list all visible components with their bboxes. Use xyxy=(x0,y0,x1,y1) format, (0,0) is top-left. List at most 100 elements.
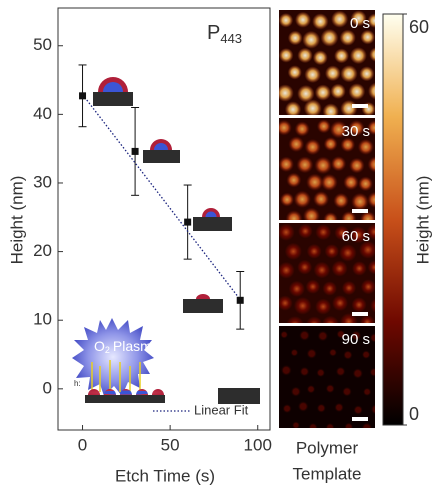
afm-spot xyxy=(279,84,294,102)
scale-bar xyxy=(352,312,368,316)
legend-label: Linear Fit xyxy=(194,402,249,417)
afm-spot xyxy=(367,120,375,136)
afm-spot xyxy=(322,281,337,296)
annotation: P443 xyxy=(207,22,242,46)
afm-spot xyxy=(323,212,338,220)
panel-caption: Polymer xyxy=(296,438,359,457)
afm-spot xyxy=(291,420,301,428)
afm-panel: 0 s xyxy=(279,10,375,115)
afm-spot xyxy=(316,368,326,378)
afm-spot xyxy=(279,156,295,173)
afm-spot xyxy=(341,386,353,397)
afm-spot xyxy=(352,404,364,416)
point xyxy=(131,147,139,155)
afm-spot xyxy=(321,315,339,323)
afm-spot xyxy=(282,403,293,414)
schematics xyxy=(93,77,260,404)
afm-spot xyxy=(340,99,358,115)
afm-spot xyxy=(340,137,356,153)
afm-spot xyxy=(306,347,318,360)
afm-spot xyxy=(303,99,322,115)
afm-spot xyxy=(302,207,321,220)
afm-spot xyxy=(316,403,327,414)
afm-spot xyxy=(284,242,302,260)
afm-spot xyxy=(335,366,346,377)
afm-spot xyxy=(351,297,367,313)
afm-spot xyxy=(279,192,295,207)
afm-spot xyxy=(370,298,375,313)
afm-spot xyxy=(323,136,338,152)
afm-spot xyxy=(369,47,375,62)
afm-spot xyxy=(367,156,375,173)
point xyxy=(236,296,244,304)
afm-panel: 30 s xyxy=(279,118,375,220)
afm-spot xyxy=(322,103,339,115)
afm-spot xyxy=(369,332,375,343)
afm-spot xyxy=(298,329,311,342)
x-tick-label: 100 xyxy=(244,435,272,454)
afm-spot xyxy=(341,280,357,296)
afm-panel: 90 s xyxy=(279,326,375,428)
afm-spot xyxy=(367,191,375,209)
afm-dots xyxy=(279,119,375,220)
colorbar-label: Height (nm) xyxy=(413,176,432,265)
x-tick-label: 0 xyxy=(78,435,87,454)
afm-spot xyxy=(313,191,330,208)
afm-spot xyxy=(297,400,310,413)
afm-spot xyxy=(324,244,340,259)
afm-spot xyxy=(298,223,313,239)
y-tick-label: 20 xyxy=(33,241,52,260)
scale-bar xyxy=(352,209,368,213)
afm-spot xyxy=(350,10,367,27)
plot-frame xyxy=(57,7,271,431)
afm-spot xyxy=(290,348,299,357)
afm-spot xyxy=(340,65,358,83)
afm-spot xyxy=(359,66,375,82)
afm-dots xyxy=(279,223,375,323)
afm-spot xyxy=(329,120,348,139)
afm-spot xyxy=(328,348,338,357)
afm-spot xyxy=(339,29,356,46)
afm-spot xyxy=(333,192,349,209)
afm-spot xyxy=(293,190,312,209)
afm-spot xyxy=(279,223,295,241)
afm-spot xyxy=(280,364,293,377)
afm-spot xyxy=(339,244,357,262)
afm-spot xyxy=(330,83,346,100)
afm-spot xyxy=(287,65,302,80)
afm-spot xyxy=(369,367,375,378)
afm-spot xyxy=(320,28,339,47)
afm-spot xyxy=(342,349,354,361)
afm-spot xyxy=(350,192,369,211)
afm-spot xyxy=(349,226,367,244)
afm-spot xyxy=(306,243,322,259)
afm-spot xyxy=(286,316,304,323)
afm-spot xyxy=(297,47,313,64)
afm-spot xyxy=(370,403,375,416)
afm-spot xyxy=(279,13,294,28)
afm-spot xyxy=(302,30,321,49)
afm-spot xyxy=(330,156,347,172)
afm-spot xyxy=(316,119,331,134)
afm-spot xyxy=(333,402,345,413)
afm-spot xyxy=(312,13,329,30)
scale-bar xyxy=(352,417,368,421)
colorbar xyxy=(382,13,404,426)
afm-spot xyxy=(308,422,318,428)
panel-label: 90 s xyxy=(342,331,370,348)
afm-spot xyxy=(279,48,294,63)
afm-spot xyxy=(360,279,375,295)
afm-spot xyxy=(336,329,346,339)
afm-spot xyxy=(306,173,324,191)
afm-spot xyxy=(279,330,289,339)
afm-spot xyxy=(288,136,305,153)
afm-spot xyxy=(297,84,315,103)
afm-spot xyxy=(317,330,329,342)
afm-spot xyxy=(367,260,375,275)
afm-spot xyxy=(314,156,333,175)
inset-label: O2 Plasma xyxy=(94,338,160,356)
afm-spot xyxy=(293,297,312,315)
scale-bar xyxy=(352,104,368,108)
panel-label: 60 s xyxy=(342,228,370,245)
